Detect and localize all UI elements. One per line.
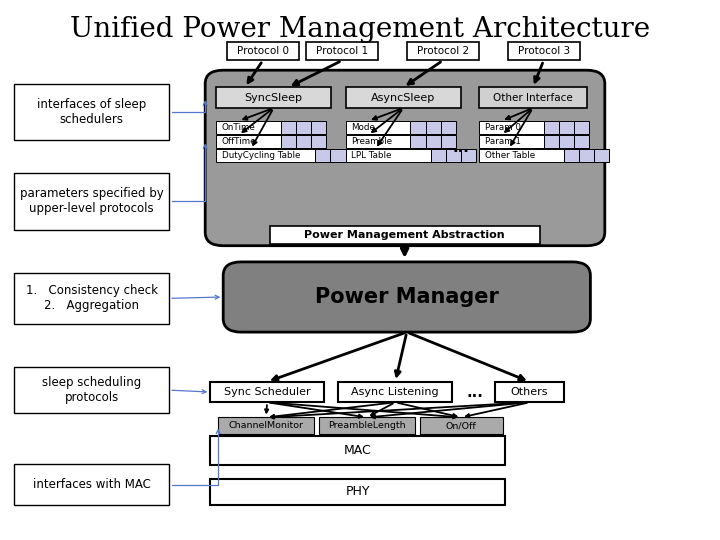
Text: interfaces of sleep
schedulers: interfaces of sleep schedulers: [37, 98, 146, 126]
Text: Protocol 2: Protocol 2: [417, 46, 469, 56]
Text: interfaces with MAC: interfaces with MAC: [33, 478, 150, 491]
Bar: [346, 149, 361, 162]
Bar: [227, 42, 299, 60]
Text: Protocol 3: Protocol 3: [518, 46, 570, 56]
Text: Param 0: Param 0: [485, 123, 521, 132]
Bar: [311, 135, 326, 148]
Text: Preamble: Preamble: [351, 137, 392, 146]
Bar: [296, 135, 311, 148]
Text: Param 1: Param 1: [485, 137, 521, 146]
Bar: [338, 382, 452, 402]
Bar: [479, 135, 544, 148]
Bar: [410, 121, 426, 134]
Text: Power Management Abstraction: Power Management Abstraction: [305, 230, 505, 240]
Text: MAC: MAC: [344, 444, 372, 457]
Bar: [311, 121, 326, 134]
Bar: [420, 417, 503, 434]
Text: OnTime: OnTime: [222, 123, 256, 132]
Text: 1.   Consistency check
2.   Aggregation: 1. Consistency check 2. Aggregation: [26, 285, 158, 312]
Text: sleep scheduling
protocols: sleep scheduling protocols: [42, 376, 141, 404]
Bar: [346, 149, 431, 162]
Bar: [296, 121, 311, 134]
Text: SyncSleep: SyncSleep: [245, 93, 302, 103]
Bar: [410, 135, 426, 148]
Text: Others: Others: [510, 387, 549, 397]
Bar: [574, 121, 589, 134]
Text: PHY: PHY: [346, 485, 370, 498]
Bar: [574, 135, 589, 148]
Bar: [14, 173, 169, 230]
Bar: [281, 121, 296, 134]
Text: PreambleLength: PreambleLength: [328, 421, 405, 430]
Bar: [346, 87, 461, 108]
Text: LPL Table: LPL Table: [351, 151, 392, 160]
Bar: [306, 42, 378, 60]
Text: Other Table: Other Table: [485, 151, 535, 160]
Bar: [210, 479, 505, 505]
Bar: [210, 436, 505, 465]
Bar: [216, 135, 281, 148]
Bar: [461, 149, 476, 162]
Bar: [14, 273, 169, 324]
Bar: [315, 149, 330, 162]
Bar: [14, 84, 169, 140]
Bar: [216, 121, 281, 134]
Text: Protocol 1: Protocol 1: [316, 46, 368, 56]
Bar: [441, 121, 456, 134]
Bar: [218, 417, 314, 434]
Bar: [508, 42, 580, 60]
Bar: [319, 417, 415, 434]
Text: Unified Power Management Architecture: Unified Power Management Architecture: [70, 16, 650, 43]
Bar: [216, 87, 331, 108]
Bar: [479, 121, 544, 134]
FancyBboxPatch shape: [223, 262, 590, 332]
Text: Mode: Mode: [351, 123, 375, 132]
Bar: [407, 42, 479, 60]
Text: OffTime: OffTime: [222, 137, 256, 146]
Bar: [559, 121, 574, 134]
Bar: [426, 135, 441, 148]
Text: ...: ...: [452, 140, 469, 156]
Bar: [564, 149, 579, 162]
Bar: [346, 135, 410, 148]
Bar: [479, 87, 587, 108]
Bar: [14, 367, 169, 413]
Bar: [579, 149, 594, 162]
Bar: [544, 121, 559, 134]
Text: ...: ...: [467, 384, 484, 400]
Bar: [594, 149, 609, 162]
Text: Sync Scheduler: Sync Scheduler: [224, 387, 310, 397]
FancyBboxPatch shape: [205, 70, 605, 246]
Bar: [479, 149, 564, 162]
Bar: [216, 149, 315, 162]
Bar: [431, 149, 446, 162]
Text: Other Interface: Other Interface: [493, 93, 572, 103]
Bar: [446, 149, 461, 162]
Text: Power Manager: Power Manager: [315, 287, 499, 307]
Bar: [495, 382, 564, 402]
Bar: [14, 464, 169, 505]
Text: On/Off: On/Off: [446, 421, 477, 430]
Bar: [441, 135, 456, 148]
Text: ChannelMonitor: ChannelMonitor: [228, 421, 304, 430]
Bar: [559, 135, 574, 148]
Bar: [281, 135, 296, 148]
Bar: [210, 382, 324, 402]
Text: parameters specified by
upper-level protocols: parameters specified by upper-level prot…: [20, 187, 163, 215]
Text: Async Listening: Async Listening: [351, 387, 439, 397]
Bar: [330, 149, 346, 162]
Text: AsyncSleep: AsyncSleep: [371, 93, 436, 103]
Bar: [544, 135, 559, 148]
Bar: [426, 121, 441, 134]
Text: Protocol 0: Protocol 0: [237, 46, 289, 56]
Text: DutyCycling Table: DutyCycling Table: [222, 151, 300, 160]
Bar: [346, 121, 410, 134]
Bar: [270, 226, 540, 244]
